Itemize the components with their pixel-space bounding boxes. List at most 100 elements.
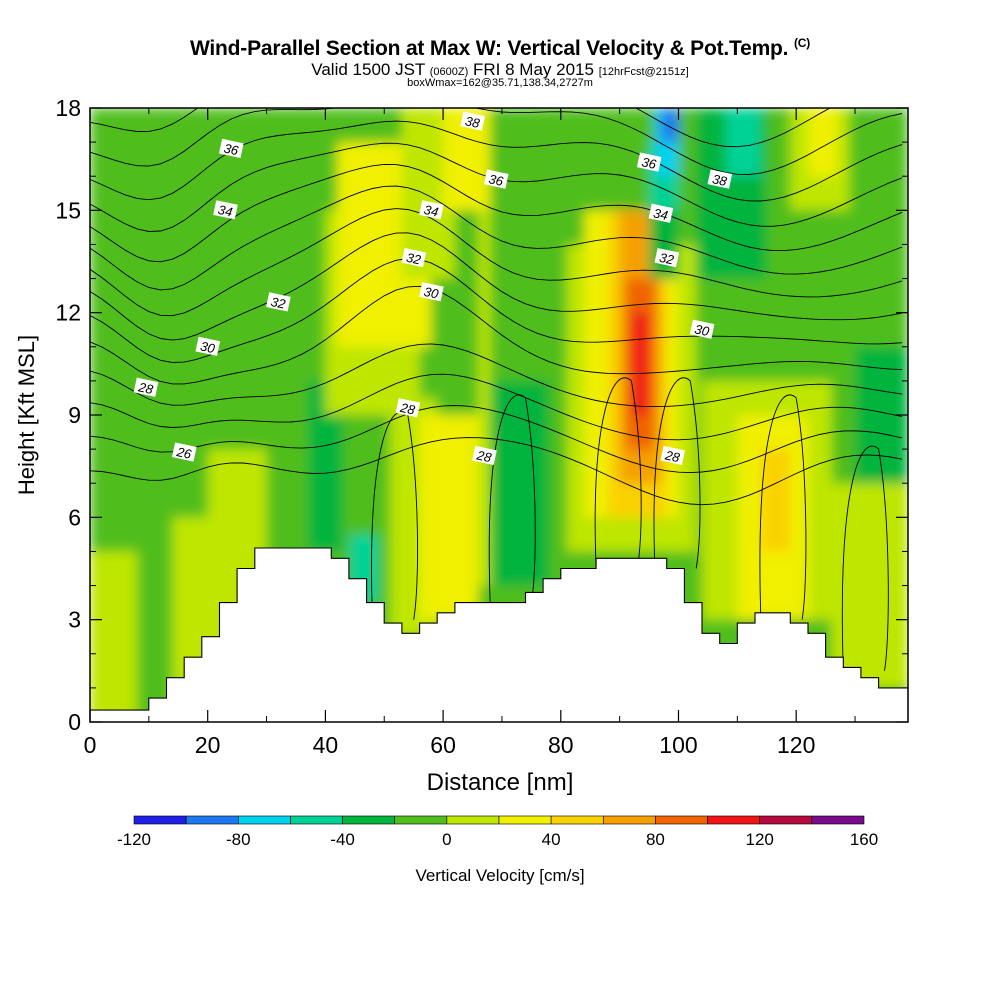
contour-label-text: 34: [217, 202, 234, 220]
theta-contour-30: [90, 285, 903, 385]
theta-contour-35: [90, 163, 903, 263]
w-cell-30: [760, 449, 791, 552]
w-cell-27: [807, 108, 838, 177]
valid-time: Valid 1500 JST: [311, 60, 425, 79]
contour-label-6: 38: [460, 111, 485, 131]
x-tick-label: 60: [430, 732, 456, 758]
box-info: boxWmax=162@35.71,138.34,2727m: [407, 77, 593, 89]
colorbar-tick-label: 160: [850, 830, 878, 849]
theta-contour-28: [90, 373, 903, 441]
contour-label-text: 32: [405, 250, 423, 268]
theta-contour-39: [90, 108, 831, 148]
contour-label-bg: [636, 152, 662, 172]
colorbar-swatch-12: [759, 815, 813, 825]
theta-loop-1: [488, 394, 536, 603]
contour-label-bg: [689, 319, 715, 339]
contour-label-4: 34: [213, 200, 238, 220]
w-cell-8: [490, 380, 550, 586]
theta-loop-4: [759, 394, 807, 620]
valid-time-line: Valid 1500 JST (0600Z) FRI 8 May 2015 [1…: [0, 60, 1000, 80]
contour-label-text: 36: [222, 141, 240, 159]
contour-label-text: 28: [663, 447, 682, 465]
contour-label-text: 30: [199, 338, 217, 356]
theta-loop-5: [841, 445, 889, 671]
y-tick-label: 6: [68, 504, 81, 530]
chart-title-text: Wind-Parallel Section at Max W: Vertical…: [189, 37, 789, 60]
contour-label-8: 34: [419, 200, 444, 220]
contour-label-text: 30: [423, 284, 441, 302]
contour-label-text: 32: [270, 294, 288, 312]
contour-label-text: 28: [475, 447, 494, 465]
colorbar-tick-label: 0: [442, 830, 451, 849]
contour-label-16: 38: [707, 169, 733, 189]
colorbar-swatch-3: [290, 815, 343, 825]
x-tick-label: 80: [548, 732, 574, 758]
colorbar-tick-label: 120: [746, 830, 774, 849]
contour-label-bg: [195, 336, 221, 356]
contour-label-text: 26: [174, 444, 193, 462]
contour-label-text: 32: [658, 250, 676, 268]
colorbar-swatch-5: [394, 815, 448, 825]
w-cell-19: [631, 312, 650, 415]
contour-label-17: 30: [689, 319, 715, 339]
theta-contour-27: [90, 405, 903, 474]
contour-label-bg: [133, 377, 159, 397]
colorbar-swatch-13: [811, 815, 865, 825]
colorbar-tick-label: 40: [542, 830, 561, 849]
terrain-profile: [89, 547, 909, 723]
contour-label-5: 36: [218, 138, 244, 159]
contour-label-2: 30: [195, 336, 221, 356]
colorbar-swatch-9: [602, 815, 656, 825]
y-tick-label: 18: [55, 95, 81, 121]
colorbar-swatch-11: [707, 815, 761, 825]
x-tick-label: 0: [84, 732, 97, 758]
x-tick-label: 20: [195, 732, 221, 758]
contour-label-13: 36: [636, 152, 662, 172]
contour-label-text: 38: [711, 171, 729, 189]
y-tick-label: 9: [68, 402, 81, 428]
contour-label-0: 26: [171, 442, 197, 462]
contour-label-text: 36: [487, 171, 505, 189]
colorbar-swatch-10: [655, 815, 708, 825]
contour-label-1: 28: [133, 377, 159, 397]
x-tick-label: 100: [659, 732, 697, 758]
copyright-mark: (C): [793, 36, 811, 50]
contour-label-bg: [472, 445, 497, 466]
contour-label-10: 30: [419, 282, 444, 302]
y-tick-label: 12: [55, 300, 81, 326]
theta-contour-31: [90, 258, 903, 363]
contour-label-bg: [483, 169, 509, 189]
contour-label-text: 34: [423, 202, 440, 220]
theta-contour-34: [90, 185, 903, 291]
contour-label-bg: [648, 203, 674, 223]
valid-date: FRI 8 May 2015: [473, 60, 594, 79]
chart-title: Wind-Parallel Section at Max W: Vertical…: [0, 36, 1000, 61]
colorbar-label: Vertical Velocity [cm/s]: [415, 866, 584, 885]
potential-temperature-contours: [90, 108, 903, 671]
colorbar-swatch-1: [185, 815, 239, 825]
terrain: [89, 547, 909, 723]
contour-label-12: 28: [472, 445, 497, 466]
colorbar: -120 -80 -40 0 40 80 120 160: [117, 815, 878, 849]
theta-contour-38: [90, 108, 903, 175]
contour-label-3: 32: [266, 292, 291, 312]
contour-label-bg: [419, 282, 444, 302]
y-tick-label: 15: [55, 197, 81, 223]
w-cell-7: [419, 415, 479, 620]
contour-label-bg: [419, 200, 444, 220]
colorbar-swatch-7: [498, 815, 552, 825]
theta-contour-29: [90, 343, 903, 408]
colorbar-swatch-4: [342, 815, 396, 825]
w-cell-31: [831, 483, 908, 688]
theta-contour-33: [90, 208, 903, 317]
contour-label-text: 28: [398, 400, 417, 418]
contour-label-text: 38: [464, 113, 482, 131]
w-cell-9: [478, 176, 491, 586]
y-tick-label: 3: [68, 607, 81, 633]
contour-label-15: 32: [654, 247, 680, 268]
w-cell-3: [207, 449, 267, 552]
colorbar-tick-label: 80: [646, 830, 665, 849]
y-axis-label: Height [Kft MSL]: [14, 335, 39, 495]
